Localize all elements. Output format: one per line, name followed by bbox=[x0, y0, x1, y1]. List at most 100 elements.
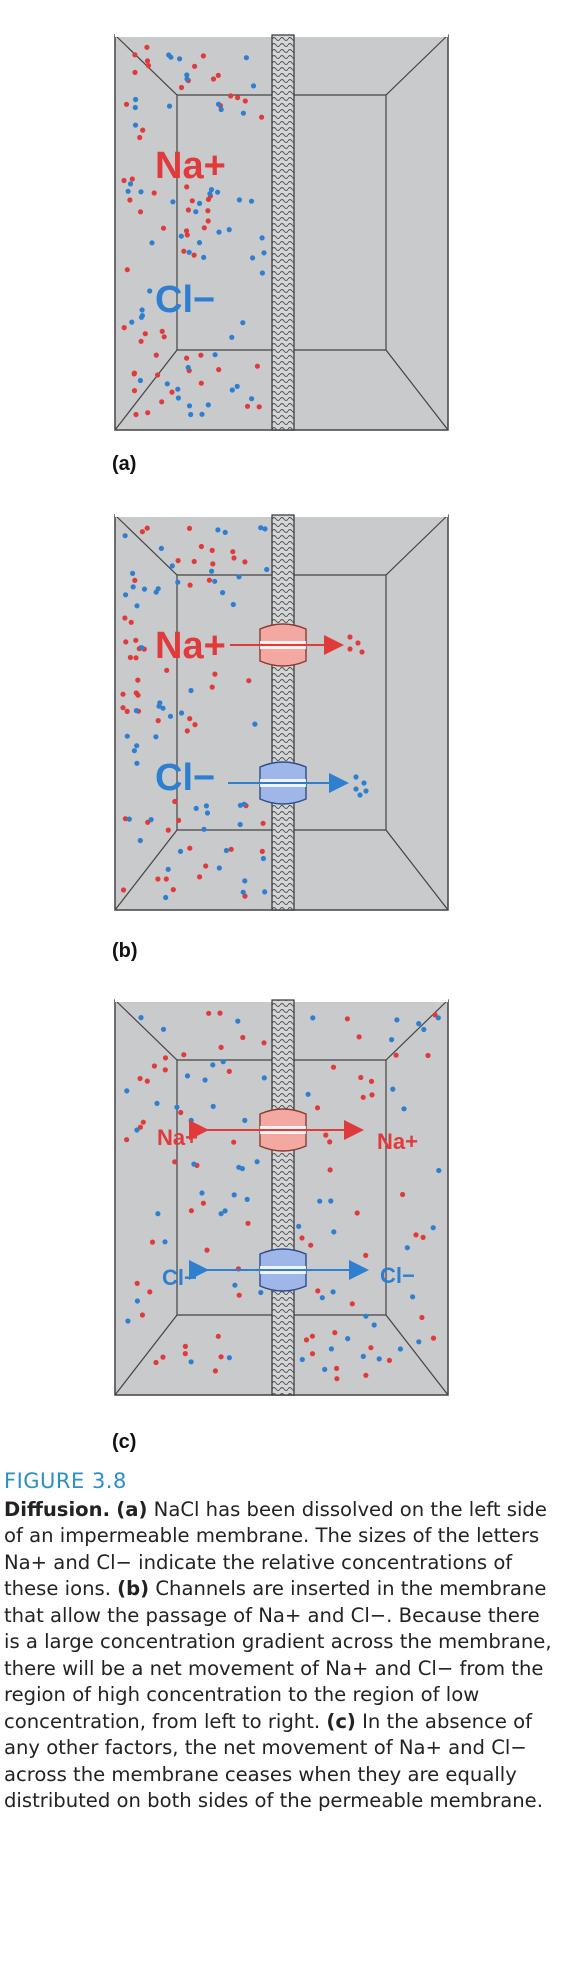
sodium-ion bbox=[144, 44, 150, 50]
chloride-ion bbox=[243, 55, 249, 61]
sodium-ion bbox=[309, 1351, 316, 1357]
sodium-ion bbox=[187, 582, 193, 588]
chloride-ion bbox=[202, 1077, 208, 1083]
sodium-ion bbox=[159, 328, 165, 334]
chloride-ion bbox=[148, 817, 154, 823]
chloride-ion bbox=[138, 189, 144, 195]
chloride-ion bbox=[155, 586, 161, 592]
chloride-ion bbox=[261, 250, 267, 256]
sodium-ion bbox=[181, 1052, 187, 1058]
chloride-ion bbox=[201, 254, 207, 260]
chloride-ion bbox=[130, 584, 136, 590]
sodium-ion bbox=[155, 718, 161, 724]
sodium-ion bbox=[204, 1247, 210, 1253]
sodium-ion bbox=[363, 1252, 369, 1258]
chloride-ion bbox=[178, 710, 185, 716]
chloride-ion bbox=[261, 1075, 267, 1081]
chloride-ion bbox=[153, 734, 159, 740]
sodium-ion bbox=[147, 1289, 153, 1295]
sodium-ion bbox=[198, 380, 204, 386]
chloride-ion bbox=[208, 187, 215, 193]
sodium-ion bbox=[228, 93, 234, 99]
chloride-ion bbox=[130, 570, 136, 577]
sodium-ion bbox=[308, 1242, 314, 1248]
chloride-ion bbox=[410, 1294, 416, 1300]
sodium-ion bbox=[218, 1044, 224, 1050]
sodium-ion bbox=[261, 1040, 267, 1046]
chloride-ion bbox=[259, 235, 265, 241]
chloride-ion bbox=[210, 1103, 216, 1109]
chloride-ion bbox=[129, 319, 135, 325]
sodium-ion bbox=[360, 1094, 366, 1100]
chloride-ion bbox=[252, 721, 258, 727]
sodium-ion bbox=[124, 1137, 130, 1143]
chloride-ion bbox=[296, 1223, 302, 1229]
chloride-ion bbox=[310, 1015, 316, 1021]
chloride-ion bbox=[389, 1037, 395, 1043]
sodium-ion bbox=[413, 1232, 419, 1238]
sodium-ion bbox=[139, 1312, 145, 1318]
sodium-ion bbox=[254, 363, 260, 369]
sodium-ion bbox=[133, 655, 139, 661]
chloride-ion bbox=[139, 645, 145, 651]
chloride-ion bbox=[345, 1336, 351, 1342]
sodium-ion bbox=[358, 1074, 364, 1081]
chloride-ion bbox=[131, 748, 137, 754]
sodium-ion bbox=[163, 876, 169, 882]
sodium-ion bbox=[192, 722, 198, 728]
sodium-ion bbox=[212, 671, 218, 677]
sodium-ion bbox=[368, 1345, 374, 1351]
sodium-ion bbox=[181, 248, 187, 254]
sodium-ion bbox=[162, 1067, 168, 1073]
chloride-ion bbox=[137, 377, 143, 384]
panel-b bbox=[114, 511, 449, 911]
sodium-ion bbox=[386, 1357, 392, 1363]
sodium-ion bbox=[122, 816, 128, 822]
chloride-ion bbox=[222, 1208, 228, 1214]
chloride-ion bbox=[226, 227, 232, 233]
chloride-ion bbox=[240, 320, 246, 326]
sodium-ion bbox=[123, 101, 130, 107]
sodium-ion bbox=[240, 1034, 246, 1041]
sodium-ion bbox=[133, 637, 139, 643]
sodium-ion bbox=[299, 1235, 305, 1241]
chloride-ion bbox=[230, 601, 236, 608]
chloride-ion bbox=[360, 1353, 366, 1359]
sodium-ion bbox=[355, 640, 361, 646]
box-top-rim bbox=[115, 511, 448, 517]
sodium-ion bbox=[134, 1280, 140, 1286]
chloride-ion bbox=[186, 403, 193, 409]
chloride-ion bbox=[197, 200, 203, 206]
chloride-ion bbox=[258, 1289, 264, 1296]
sodium-ion bbox=[231, 1139, 237, 1145]
sodium-ion bbox=[330, 1064, 337, 1070]
sodium-ion bbox=[191, 252, 197, 258]
membrane bbox=[271, 999, 295, 1396]
chloride-ion bbox=[212, 352, 218, 358]
sodium-ion bbox=[309, 1333, 315, 1339]
chloride-ion bbox=[401, 1106, 407, 1112]
chloride-ion bbox=[240, 889, 246, 895]
sodium-ion bbox=[363, 1372, 369, 1378]
sodium-ion bbox=[420, 1234, 426, 1240]
sodium-ion bbox=[144, 58, 151, 64]
diffusion-figure bbox=[114, 34, 449, 1396]
sodium-ion bbox=[133, 690, 139, 696]
sodium-ion bbox=[400, 1191, 406, 1198]
sodium-ion bbox=[184, 184, 190, 190]
chloride-ion bbox=[236, 197, 242, 203]
sodium-ion bbox=[201, 225, 207, 231]
sodium-ion bbox=[129, 176, 135, 182]
sodium-ion bbox=[349, 1301, 355, 1307]
sodium-ion bbox=[259, 114, 265, 120]
chloride-ion bbox=[226, 1355, 232, 1361]
chloride-ion bbox=[162, 1239, 168, 1245]
chloride-ion bbox=[435, 1015, 441, 1021]
chloride-ion bbox=[139, 307, 145, 313]
sodium-ion bbox=[210, 76, 217, 82]
chloride-ion bbox=[239, 1166, 245, 1172]
sodium-ion bbox=[137, 1075, 143, 1082]
sodium-ion bbox=[185, 207, 191, 213]
chloride-ion bbox=[134, 1127, 140, 1133]
sodium-ion bbox=[191, 558, 197, 565]
